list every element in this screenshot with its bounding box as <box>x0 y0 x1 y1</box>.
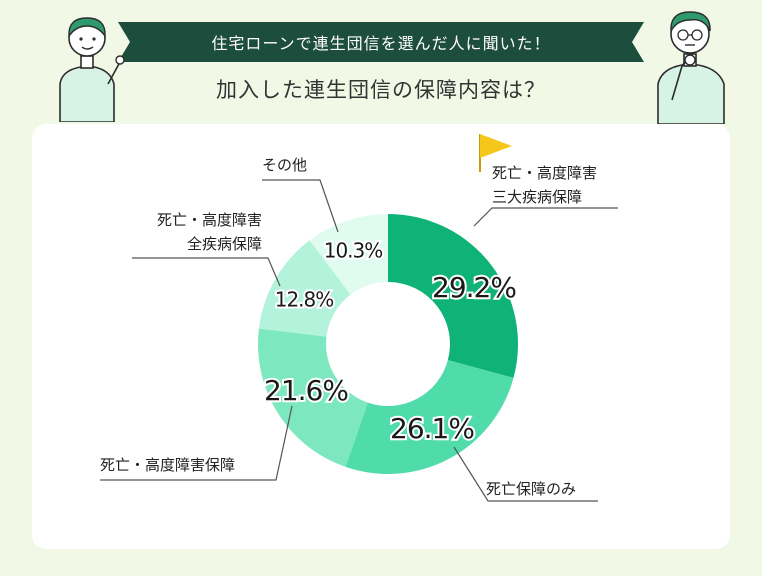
slice-category-label: 死亡・高度障害 <box>157 211 262 229</box>
page-subtitle: 加入した連生団信の保障内容は？ <box>216 78 546 102</box>
slice-percent-label: 21.6% <box>264 374 348 407</box>
leader-line <box>473 207 618 227</box>
slice-category-label: 死亡保障のみ <box>486 480 576 498</box>
slice-category-label: 三大疾病保障 <box>492 188 582 206</box>
pointing-person-illustration <box>59 17 125 122</box>
pie-slice <box>345 360 514 474</box>
leader-line <box>453 446 598 502</box>
slice-category-label: その他 <box>262 156 307 174</box>
leader-line <box>262 179 339 233</box>
pie-slice <box>309 214 388 295</box>
slice-category-label: 死亡・高度障害 <box>492 164 597 182</box>
pie-slice <box>388 214 518 378</box>
thinking-person-illustration <box>657 11 725 124</box>
banner-text: 住宅ローンで連生団信を選んだ人に聞いた！ <box>211 34 551 53</box>
slice-category-label: 全疾病保障 <box>187 235 262 253</box>
leader-line <box>132 257 281 287</box>
slice-percent-label: 29.2% <box>432 271 516 304</box>
header-banner <box>118 22 644 62</box>
slice-percent-label: 10.3% <box>324 239 383 263</box>
leader-line <box>100 405 293 481</box>
pie-slice <box>258 240 351 337</box>
flag-icon <box>480 134 512 158</box>
slice-percent-label: 26.1% <box>390 412 474 445</box>
slice-percent-label: 12.8% <box>275 288 334 312</box>
pie-slice <box>258 328 368 467</box>
chart-card <box>32 124 730 549</box>
slice-category-label: 死亡・高度障害保障 <box>100 456 235 474</box>
